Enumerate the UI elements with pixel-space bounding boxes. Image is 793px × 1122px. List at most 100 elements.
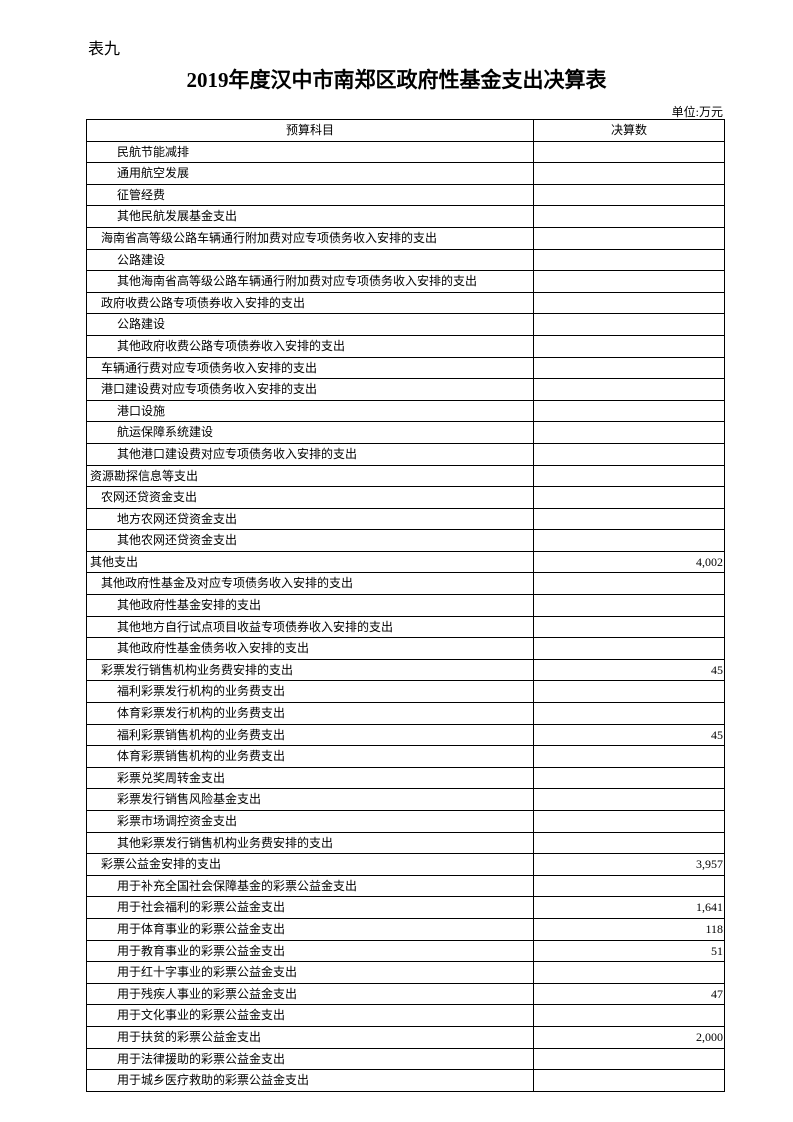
item-name: 通用航空发展 bbox=[87, 163, 534, 185]
amount bbox=[534, 141, 725, 164]
table-row: 资源勘探信息等支出 bbox=[87, 465, 725, 488]
amount bbox=[534, 875, 725, 898]
item-name: 用于法律援助的彩票公益金支出 bbox=[87, 1048, 534, 1071]
amount bbox=[534, 335, 725, 358]
amount bbox=[534, 1070, 725, 1092]
item-name: 港口设施 bbox=[87, 400, 534, 423]
title: 2019年度汉中市南郑区政府性基金支出决算表 bbox=[186, 68, 607, 92]
amount bbox=[534, 789, 725, 811]
item-name: 公路建设 bbox=[87, 314, 534, 336]
item-name: 海南省高等级公路车辆通行附加费对应专项债务收入安排的支出 bbox=[87, 227, 534, 250]
table-row: 体育彩票销售机构的业务费支出 bbox=[87, 746, 725, 768]
amount bbox=[534, 962, 725, 984]
item-name: 其他港口建设费对应专项债务收入安排的支出 bbox=[87, 443, 534, 466]
header-row: 预算科目 决算数 bbox=[87, 120, 725, 142]
table-row: 其他政府性基金债务收入安排的支出 bbox=[87, 638, 725, 660]
item-name: 彩票发行销售风险基金支出 bbox=[87, 789, 534, 811]
amount: 118 bbox=[534, 918, 725, 941]
amount: 45 bbox=[534, 724, 725, 747]
table-row: 通用航空发展 bbox=[87, 163, 725, 185]
item-name: 其他政府收费公路专项债券收入安排的支出 bbox=[87, 335, 534, 358]
table-row: 其他政府收费公路专项债券收入安排的支出 bbox=[87, 335, 725, 358]
table-row: 彩票发行销售风险基金支出 bbox=[87, 789, 725, 811]
column-header: 预算科目 bbox=[87, 120, 534, 142]
table-row: 其他民航发展基金支出 bbox=[87, 206, 725, 228]
table-row: 福利彩票发行机构的业务费支出 bbox=[87, 681, 725, 704]
item-name: 港口建设费对应专项债务收入安排的支出 bbox=[87, 379, 534, 401]
item-name: 其他农网还贷资金支出 bbox=[87, 530, 534, 552]
amount bbox=[534, 443, 725, 466]
table-row: 海南省高等级公路车辆通行附加费对应专项债务收入安排的支出 bbox=[87, 227, 725, 250]
table-row: 港口设施 bbox=[87, 400, 725, 423]
table-row: 地方农网还贷资金支出 bbox=[87, 508, 725, 531]
column-header: 决算数 bbox=[534, 120, 725, 142]
table-row: 用于扶贫的彩票公益金支出 2,000 bbox=[87, 1026, 725, 1049]
table-row: 福利彩票销售机构的业务费支出 45 bbox=[87, 724, 725, 747]
item-name: 用于残疾人事业的彩票公益金支出 bbox=[87, 983, 534, 1006]
item-name: 车辆通行费对应专项债务收入安排的支出 bbox=[87, 357, 534, 380]
item-name: 用于扶贫的彩票公益金支出 bbox=[87, 1026, 534, 1049]
item-name: 其他海南省高等级公路车辆通行附加费对应专项债务收入安排的支出 bbox=[87, 271, 534, 293]
table-row: 航运保障系统建设 bbox=[87, 422, 725, 444]
item-name: 其他彩票发行销售机构业务费安排的支出 bbox=[87, 832, 534, 855]
amount bbox=[534, 184, 725, 207]
amount: 51 bbox=[534, 940, 725, 963]
table-row: 其他政府性基金及对应专项债务收入安排的支出 bbox=[87, 573, 725, 596]
item-name: 用于补充全国社会保障基金的彩票公益金支出 bbox=[87, 875, 534, 898]
item-name: 彩票发行销售机构业务费安排的支出 bbox=[87, 659, 534, 682]
item-name: 用于社会福利的彩票公益金支出 bbox=[87, 897, 534, 919]
amount bbox=[534, 163, 725, 185]
amount bbox=[534, 638, 725, 660]
amount bbox=[534, 573, 725, 596]
amount bbox=[534, 681, 725, 704]
table-row: 用于文化事业的彩票公益金支出 bbox=[87, 1005, 725, 1027]
amount bbox=[534, 616, 725, 639]
unit: 单位:万元 bbox=[671, 105, 723, 119]
item-name: 用于红十字事业的彩票公益金支出 bbox=[87, 962, 534, 984]
table-row: 彩票发行销售机构业务费安排的支出 45 bbox=[87, 659, 725, 682]
table-row: 公路建设 bbox=[87, 314, 725, 336]
amount: 2,000 bbox=[534, 1026, 725, 1049]
item-name: 用于城乡医疗救助的彩票公益金支出 bbox=[87, 1070, 534, 1092]
table-row: 彩票兑奖周转金支出 bbox=[87, 767, 725, 790]
item-name: 其他政府性基金安排的支出 bbox=[87, 595, 534, 617]
item-name: 征管经费 bbox=[87, 184, 534, 207]
item-name: 民航节能减排 bbox=[87, 141, 534, 164]
item-name: 其他地方自行试点项目收益专项债券收入安排的支出 bbox=[87, 616, 534, 639]
amount: 3,957 bbox=[534, 854, 725, 876]
item-name: 地方农网还贷资金支出 bbox=[87, 508, 534, 531]
amount bbox=[534, 314, 725, 336]
table-row: 农网还贷资金支出 bbox=[87, 487, 725, 509]
item-name: 体育彩票销售机构的业务费支出 bbox=[87, 746, 534, 768]
amount bbox=[534, 271, 725, 293]
table-number: 表九 bbox=[88, 41, 121, 58]
item-name: 彩票公益金安排的支出 bbox=[87, 854, 534, 876]
table-row: 体育彩票发行机构的业务费支出 bbox=[87, 703, 725, 725]
table-row: 其他政府性基金安排的支出 bbox=[87, 595, 725, 617]
item-name: 用于文化事业的彩票公益金支出 bbox=[87, 1005, 534, 1027]
table-row: 车辆通行费对应专项债务收入安排的支出 bbox=[87, 357, 725, 380]
item-name: 航运保障系统建设 bbox=[87, 422, 534, 444]
amount bbox=[534, 227, 725, 250]
item-name: 体育彩票发行机构的业务费支出 bbox=[87, 703, 534, 725]
table-row: 用于体育事业的彩票公益金支出 118 bbox=[87, 918, 725, 941]
item-name: 公路建设 bbox=[87, 249, 534, 272]
table-row: 征管经费 bbox=[87, 184, 725, 207]
item-name: 政府收费公路专项债券收入安排的支出 bbox=[87, 292, 534, 315]
item-name: 福利彩票销售机构的业务费支出 bbox=[87, 724, 534, 747]
table-row: 港口建设费对应专项债务收入安排的支出 bbox=[87, 379, 725, 401]
table-row: 彩票市场调控资金支出 bbox=[87, 811, 725, 833]
amount bbox=[534, 1048, 725, 1071]
item-name: 农网还贷资金支出 bbox=[87, 487, 534, 509]
amount: 45 bbox=[534, 659, 725, 682]
table-row: 公路建设 bbox=[87, 249, 725, 272]
amount bbox=[534, 1005, 725, 1027]
table-row: 其他支出 4,002 bbox=[87, 551, 725, 574]
item-name: 其他民航发展基金支出 bbox=[87, 206, 534, 228]
amount: 4,002 bbox=[534, 551, 725, 574]
amount bbox=[534, 595, 725, 617]
item-name: 用于教育事业的彩票公益金支出 bbox=[87, 940, 534, 963]
table-row: 用于城乡医疗救助的彩票公益金支出 bbox=[87, 1070, 725, 1092]
table-row: 其他地方自行试点项目收益专项债券收入安排的支出 bbox=[87, 616, 725, 639]
amount bbox=[534, 249, 725, 272]
